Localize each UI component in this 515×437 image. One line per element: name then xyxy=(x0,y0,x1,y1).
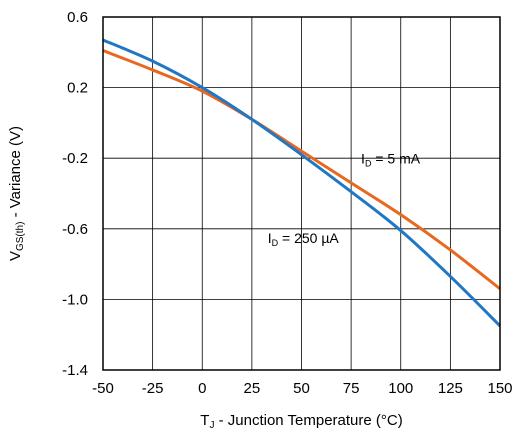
x-tick-label: 100 xyxy=(388,380,413,397)
x-tick-label: 0 xyxy=(198,380,206,397)
y-tick-labels: 0.6 0.2 -0.2 -0.6 -1.0 -1.4 xyxy=(62,9,88,379)
y-axis-label: VGS(th) - Variance (V) xyxy=(7,126,26,261)
x-tick-label: 25 xyxy=(244,380,261,397)
series-label-250ua: ID = 250 µA xyxy=(268,230,340,248)
x-tick-label: 50 xyxy=(293,380,310,397)
x-tick-label: 125 xyxy=(438,380,463,397)
y-tick-label: -1.4 xyxy=(62,362,88,379)
y-tick-label: -0.2 xyxy=(62,150,88,167)
y-tick-label: 0.2 xyxy=(67,80,88,97)
series-line-0 xyxy=(102,49,501,290)
series-layer xyxy=(102,38,502,327)
y-tick-label: -1.0 xyxy=(62,291,88,308)
x-tick-label: -25 xyxy=(142,380,164,397)
series-line-1 xyxy=(102,38,502,327)
x-tick-label: 75 xyxy=(343,380,360,397)
series-label-5ma: ID = 5 mA xyxy=(361,150,421,168)
y-tick-label: -0.6 xyxy=(62,221,88,238)
x-tick-label: -50 xyxy=(92,380,114,397)
y-tick-label: 0.6 xyxy=(67,9,88,26)
x-tick-label: 150 xyxy=(487,380,512,397)
x-axis-label: TJ - Junction Temperature (°C) xyxy=(200,412,402,431)
plot-frame xyxy=(102,16,501,371)
grid xyxy=(102,16,501,371)
x-tick-labels: -50 -25 0 25 50 75 100 125 150 xyxy=(92,380,512,397)
